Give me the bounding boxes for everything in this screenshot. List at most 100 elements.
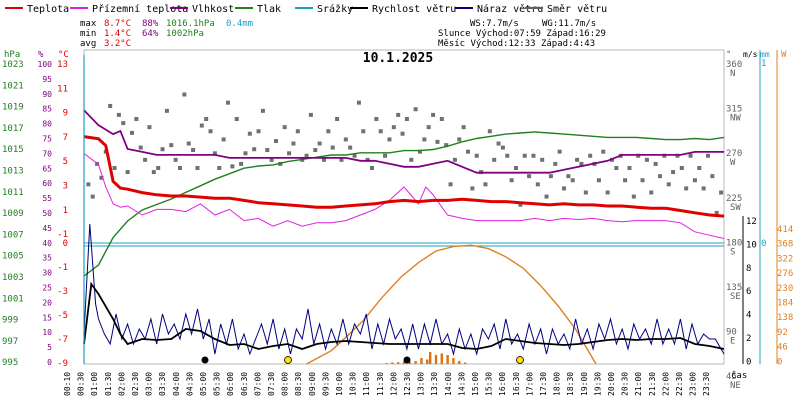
- wind-speed-line: [83, 281, 725, 350]
- pressure-line: [83, 131, 725, 277]
- wind-direction-point: [535, 182, 540, 187]
- wind-direction-point: [195, 166, 200, 170]
- x-tick: 20:30: [621, 372, 630, 396]
- ms-tick: 6: [746, 287, 751, 297]
- x-tick: 14:30: [457, 372, 466, 396]
- x-tick: 16:30: [512, 372, 521, 396]
- rain-bar: [420, 358, 423, 364]
- wind-direction-point: [710, 174, 715, 179]
- wind-direction-point: [566, 174, 571, 179]
- temp-tick: -3: [57, 287, 68, 297]
- ms-tick: 0: [746, 357, 751, 367]
- pct-tick: 65: [42, 164, 52, 173]
- direction-label: SW: [730, 203, 741, 213]
- wind-direction-point: [518, 202, 523, 207]
- stat-rain: 0.4mm: [226, 19, 253, 29]
- direction-label: SE: [730, 292, 741, 302]
- wind-direction-point: [400, 131, 405, 136]
- direction-tick: 225: [726, 194, 742, 204]
- sunrise-marker: [284, 356, 292, 364]
- stat-temp: 3.2°C: [104, 39, 131, 49]
- wind-direction-point: [151, 170, 156, 175]
- wind-direction-point: [557, 149, 562, 154]
- wind-direction-point: [252, 147, 257, 152]
- wind-direction-point: [505, 153, 510, 158]
- x-tick: 02:30: [131, 372, 140, 396]
- rain-bar: [408, 362, 412, 364]
- wind-direction-point: [466, 149, 470, 154]
- wind-direction-point: [509, 178, 514, 183]
- wind-direction-point: [452, 157, 457, 162]
- wind-direction-point: [269, 157, 274, 162]
- x-tick: 06:30: [240, 372, 249, 396]
- unit-hpa: hPa: [4, 50, 20, 60]
- wind-direction-point: [365, 157, 370, 162]
- wind-direction-point: [444, 143, 449, 148]
- wind-direction-point: [605, 190, 610, 195]
- wind-direction-point: [169, 143, 174, 148]
- wind-direction-point: [631, 194, 636, 199]
- legend-label: Náraz větru: [477, 3, 543, 15]
- wind-direction-point: [208, 129, 213, 134]
- rain-bar: [458, 361, 461, 364]
- wind-direction-point: [496, 141, 501, 146]
- x-tick: 20:00: [607, 372, 616, 396]
- wind-direction-point: [90, 194, 95, 199]
- x-tick: 12:00: [389, 372, 398, 396]
- info-wg: WG:11.7m/s: [542, 19, 596, 29]
- stat-pressure: 1016.1hPa: [166, 19, 215, 29]
- wind-direction-point: [562, 186, 566, 191]
- wind-direction-point: [640, 178, 645, 183]
- wind-direction-point: [474, 153, 479, 158]
- wind-direction-point: [361, 129, 366, 134]
- x-tick: 19:30: [593, 372, 602, 396]
- wind-direction-point: [431, 112, 436, 117]
- hpa-tick: 1013: [2, 167, 24, 177]
- plot-area: [83, 49, 725, 365]
- wm2-tick: 138: [777, 313, 793, 323]
- rain-bar: [434, 355, 438, 364]
- wm2-tick: 230: [777, 284, 793, 294]
- wind-direction-point: [191, 148, 196, 153]
- wind-direction-point: [588, 153, 593, 158]
- wind-direction-point: [234, 117, 239, 121]
- wind-direction-point: [204, 117, 209, 121]
- hpa-tick: 1009: [2, 209, 24, 219]
- hpa-tick: 1023: [2, 60, 24, 70]
- wind-direction-point: [644, 157, 649, 162]
- x-tick: 09:00: [308, 372, 317, 396]
- wind-direction-point: [230, 164, 235, 169]
- x-tick: 16:00: [498, 372, 507, 396]
- wm2-tick: 322: [777, 254, 793, 264]
- wm2-tick: 0: [777, 357, 782, 367]
- wind-direction-point: [143, 157, 148, 162]
- wind-direction-point: [260, 108, 265, 113]
- legend-label: Tlak: [257, 4, 281, 15]
- wind-direction-point: [697, 166, 702, 170]
- pct-tick: 75: [42, 135, 52, 144]
- ms-tick: 8: [746, 264, 751, 274]
- wm2-tick: 276: [777, 269, 793, 279]
- x-tick: 00:30: [77, 372, 86, 396]
- pct-tick: 45: [42, 224, 52, 233]
- x-tick: 11:00: [362, 372, 371, 396]
- chart-title: 10.1.2025: [363, 51, 433, 66]
- pct-tick: 40: [42, 239, 52, 248]
- wind-direction-point: [706, 153, 710, 158]
- x-tick: 10:00: [335, 372, 344, 396]
- ground-temperature-line: [83, 153, 725, 239]
- wind-direction-point: [666, 182, 671, 187]
- hpa-tick: 1019: [2, 103, 24, 113]
- wind-direction-point: [548, 174, 553, 179]
- pct-tick: 15: [42, 313, 52, 322]
- pct-tick: 55: [42, 194, 52, 203]
- wind-direction-point: [570, 178, 575, 183]
- wm2-tick: 184: [777, 299, 793, 309]
- wind-direction-point: [352, 153, 357, 158]
- moon-set-marker: [201, 356, 209, 364]
- sunset-marker: [516, 356, 524, 364]
- mm-tick: 0: [761, 239, 766, 249]
- x-tick: 17:30: [539, 372, 548, 396]
- unit-degc: °C: [58, 50, 69, 60]
- stats-block: max 8.7°C 88% 1016.1hPa 0.4mm min 1.4°C 64% 1002…: [80, 19, 253, 49]
